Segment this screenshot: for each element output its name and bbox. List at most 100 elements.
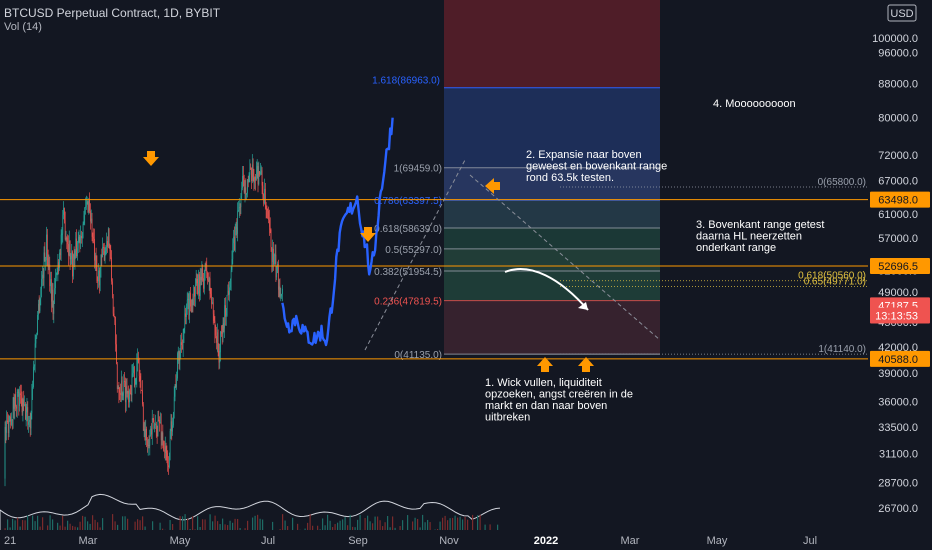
candle <box>107 241 108 247</box>
candle <box>105 245 107 252</box>
candle <box>6 420 7 433</box>
candle <box>260 170 262 172</box>
candle <box>76 238 77 257</box>
candle <box>77 248 78 257</box>
price-label-bg-3 <box>870 307 930 324</box>
candle <box>102 247 103 257</box>
candle <box>161 432 163 441</box>
annotation-a2-line: 2. Expansie naar boven <box>526 149 642 161</box>
candle <box>30 413 32 429</box>
candle <box>143 429 145 431</box>
candle <box>83 215 85 224</box>
candle <box>205 264 207 266</box>
fib-zone-1 <box>444 200 660 228</box>
candle <box>257 166 259 185</box>
candle <box>64 220 66 240</box>
fib-label-6: 0(41135.0) <box>394 350 442 361</box>
candle <box>155 423 156 426</box>
candle <box>43 252 45 278</box>
candle <box>190 306 192 312</box>
volume-bar <box>454 515 456 540</box>
candle <box>37 314 38 335</box>
candle <box>152 418 154 420</box>
volume-bar <box>214 515 216 540</box>
candle <box>176 378 177 387</box>
candle <box>138 362 140 377</box>
volume-bar <box>422 514 424 540</box>
volume-bar <box>169 519 171 540</box>
candle <box>59 252 61 256</box>
candle <box>168 456 170 468</box>
candle <box>276 272 278 278</box>
candle <box>232 243 234 260</box>
volume-bar <box>442 517 444 540</box>
volume-bar <box>364 518 366 540</box>
candle <box>273 248 274 265</box>
candle <box>243 177 245 193</box>
candle <box>224 305 225 329</box>
candle <box>225 305 226 317</box>
candle <box>85 206 86 208</box>
price-label-3: 13:13:53 <box>875 311 918 323</box>
candle <box>203 278 205 289</box>
volume-bar <box>187 518 189 540</box>
candle <box>66 237 68 241</box>
candle <box>84 207 86 216</box>
candle <box>203 278 204 289</box>
volume-bar <box>464 516 466 540</box>
candle <box>86 204 87 207</box>
candle <box>262 185 264 196</box>
candle <box>88 199 90 213</box>
candle <box>47 258 49 267</box>
time-tick-label: Mar <box>621 535 640 547</box>
volume-bar <box>209 514 211 540</box>
candle <box>29 419 31 429</box>
candle <box>20 394 22 399</box>
candle <box>231 259 233 271</box>
candle <box>123 381 125 394</box>
candle <box>28 421 29 425</box>
candle <box>193 287 195 305</box>
price-tick-label: 31100.0 <box>879 449 918 461</box>
volume-bar <box>472 514 474 540</box>
candle <box>245 187 247 195</box>
price-tick-label: 96000.0 <box>878 48 918 60</box>
candle <box>164 446 166 452</box>
candle <box>214 320 216 335</box>
volume-bar <box>449 518 451 540</box>
candle <box>99 267 101 286</box>
volume-bar <box>417 518 419 540</box>
annotation-a3-line: onderkant range <box>696 242 776 254</box>
price-label-1: 52696.5 <box>878 261 918 273</box>
volume-bar <box>257 514 259 540</box>
candle <box>238 207 240 211</box>
candle <box>124 381 125 382</box>
volume-bar <box>42 517 44 540</box>
candle <box>18 391 20 407</box>
annotation-a1-line: uitbreken <box>485 412 530 424</box>
candle <box>228 290 230 295</box>
candle <box>23 399 25 406</box>
candle <box>256 166 258 171</box>
volume-bar <box>234 518 236 540</box>
candle <box>24 404 26 420</box>
candle <box>196 278 198 284</box>
candle <box>163 441 164 451</box>
candle <box>189 292 191 316</box>
candle <box>51 289 53 302</box>
volume-bar <box>17 517 19 540</box>
candle <box>178 351 180 361</box>
fib-extension-zone-top <box>444 0 660 88</box>
candle <box>21 398 23 413</box>
volume-bar <box>467 519 469 540</box>
candle <box>179 351 181 361</box>
candle <box>127 390 129 394</box>
candle <box>218 351 220 363</box>
price-tick-label: 49000.0 <box>878 287 918 299</box>
candle <box>139 376 141 381</box>
annotation-a1-line: opzoeken, angst creëren in de <box>485 389 633 401</box>
candle <box>126 386 128 394</box>
volume-bar <box>459 516 461 540</box>
fib-label-5: 0.236(47819.5) <box>374 297 442 308</box>
